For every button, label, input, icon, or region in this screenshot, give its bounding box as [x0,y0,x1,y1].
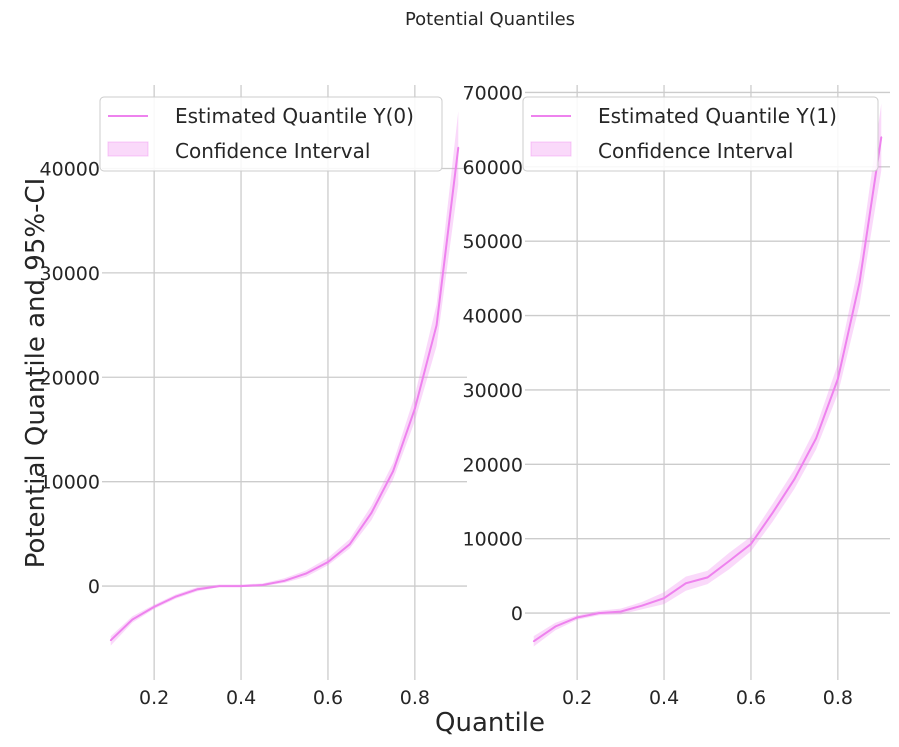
data-point [348,543,351,546]
data-point [641,604,644,607]
data-point [728,560,730,562]
x-tick-label: 0.6 [736,687,766,709]
y-tick-label: 30000 [40,263,100,285]
legend-frame [522,96,879,172]
data-point [750,543,752,545]
confidence-band [533,103,882,647]
legend: Estimated Quantile Y(0) Confidence Interv… [99,96,443,172]
data-point [305,572,308,575]
y-axis-label: Potential Quantile and 95%-CI [21,178,51,569]
data-point [663,597,665,599]
data-point [196,588,199,590]
y-tick-label: 10000 [463,529,523,551]
estimated-quantile-line [533,136,883,643]
figure-title: Potential Quantiles [405,9,575,30]
data-point [457,146,460,149]
y-tick-label: 30000 [463,380,523,402]
x-tick-label: 0.2 [139,687,169,709]
x-tick-label: 0.4 [649,687,679,709]
data-point [858,281,861,283]
y-tick-label: 20000 [40,367,100,389]
data-point [793,478,796,481]
x-tick-label: 0.4 [226,687,256,709]
data-point [327,561,329,563]
data-point [554,625,557,628]
y-tick-label: 40000 [40,159,100,181]
data-point [153,606,155,608]
data-point [576,616,578,619]
y-tick-label: 70000 [463,82,523,104]
data-point [435,324,438,326]
y-tick-label: 0 [511,603,523,625]
legend-label: Estimated Quantile Y(0) [175,104,414,128]
data-point [880,136,883,138]
data-point [414,407,416,410]
legend-band-swatch [107,141,149,157]
legend-label: Confidence Interval [598,139,793,163]
y-tick-label: 50000 [463,231,523,253]
legend-label: Estimated Quantile Y(1) [598,104,837,128]
y-tick-label: 40000 [463,306,523,328]
data-point [706,576,709,579]
data-point [283,580,286,582]
right-plot: 0.2 0.4 0.6 0.8 0 10000 20000 30000 40000 50000 60… [463,82,890,709]
confidence-band [110,111,459,646]
data-point [109,639,112,642]
data-point [532,640,535,643]
data-point [262,584,264,586]
data-point [837,378,839,380]
legend-label: Confidence Interval [175,139,370,163]
legend: Estimated Quantile Y(1) Confidence Interv… [522,96,879,172]
data-point [815,437,817,440]
data-point [619,610,622,613]
legend-band-swatch [530,141,572,157]
x-tick-label: 0.8 [400,687,430,709]
data-point [370,512,373,514]
y-tick-label: 0 [88,576,100,598]
data-point [392,470,394,473]
y-tick-label: 10000 [40,472,100,494]
data-point [175,595,177,598]
data-point [598,612,600,614]
data-point [685,582,687,585]
x-tick-label: 0.8 [823,687,853,709]
estimated-quantile-line [110,147,460,642]
x-tick-label: 0.6 [313,687,343,709]
legend-frame [99,96,443,172]
data-point [240,585,242,587]
y-tick-label: 20000 [463,454,523,476]
left-plot: 0.2 0.4 0.6 0.8010000200003000040000Estimat… [40,85,467,709]
y-tick-label: 60000 [463,157,523,179]
x-tick-label: 0.2 [562,687,592,709]
data-point [131,618,134,621]
data-point [218,585,221,587]
data-point [771,511,774,514]
x-axis-label: Quantile [435,708,545,738]
